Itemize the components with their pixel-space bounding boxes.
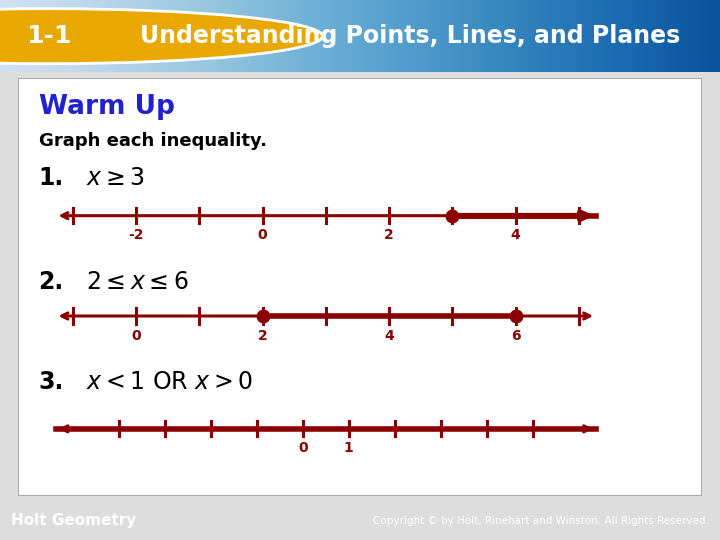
Text: 3.: 3. (39, 370, 64, 394)
Text: Copyright © by Holt, Rinehart and Winston. All Rights Reserved.: Copyright © by Holt, Rinehart and Winsto… (374, 516, 709, 525)
Text: $x \geq 3$: $x \geq 3$ (86, 166, 145, 190)
Text: 6: 6 (510, 328, 521, 342)
Text: Holt Geometry: Holt Geometry (11, 513, 136, 528)
Text: 0: 0 (298, 441, 307, 455)
Text: 1-1: 1-1 (26, 24, 72, 48)
Text: 0: 0 (258, 228, 267, 242)
Text: $2 \leq x \leq 6$: $2 \leq x \leq 6$ (86, 270, 189, 294)
Text: 1: 1 (344, 441, 354, 455)
Text: -2: -2 (128, 228, 144, 242)
FancyBboxPatch shape (18, 78, 702, 496)
Text: 4: 4 (510, 228, 521, 242)
Text: $x < 1\ \mathrm{OR}\ x > 0$: $x < 1\ \mathrm{OR}\ x > 0$ (86, 370, 253, 394)
Text: 0: 0 (131, 328, 141, 342)
Text: 2: 2 (258, 328, 267, 342)
Text: 4: 4 (384, 328, 394, 342)
Circle shape (0, 9, 323, 64)
Text: 1.: 1. (39, 166, 64, 190)
Text: Warm Up: Warm Up (39, 94, 174, 120)
Text: Understanding Points, Lines, and Planes: Understanding Points, Lines, and Planes (140, 24, 680, 48)
Text: 2.: 2. (39, 270, 64, 294)
Text: 2: 2 (384, 228, 394, 242)
Text: Graph each inequality.: Graph each inequality. (39, 132, 266, 150)
